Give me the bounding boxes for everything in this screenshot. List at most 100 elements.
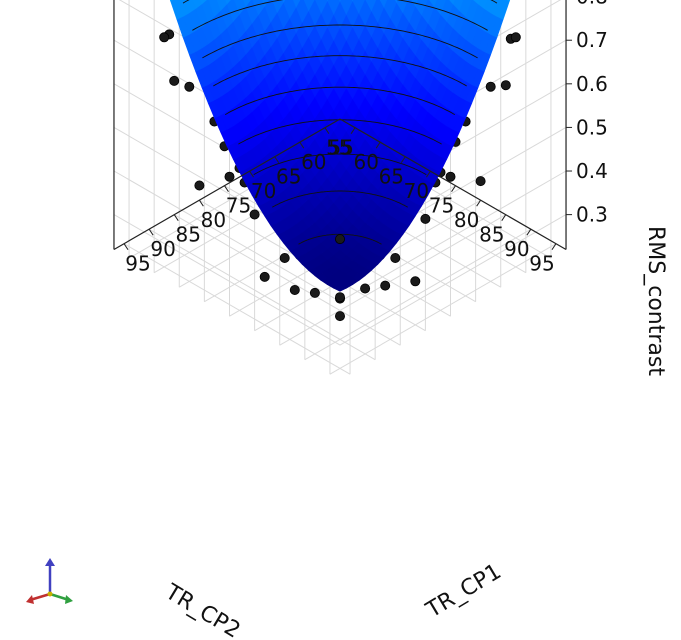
surface-patch [292,0,301,8]
surface-patch [507,0,511,2]
x-axis-line [113,118,341,251]
data-point [249,209,260,220]
surface-patch [379,0,388,8]
y-tick-mark [324,127,330,134]
y-tick-label: 60 [301,150,326,174]
y-tick-mark [173,214,179,221]
points-above-surface [334,234,345,245]
y-axis-label: TR_CP1 [421,559,505,623]
data-point [475,176,486,187]
surface-patch [272,0,284,14]
surface-patch [282,0,286,3]
grid-line [279,214,507,346]
contour-line [224,86,456,115]
tick-labels: 55606570758085909595908580757065605510.9… [123,0,608,276]
y-tick-mark [148,228,154,236]
x-tick-mark [551,243,557,250]
contour-line [192,0,488,31]
surface-patch [449,0,455,5]
data-point [194,180,205,191]
surface-patch [243,0,251,8]
data-point [159,32,170,43]
data-point [224,171,235,182]
data-point [500,80,511,91]
surface-patch [394,0,398,3]
y-tick-label: 65 [276,165,301,189]
contour-line [213,55,467,87]
surface-patch [396,0,408,14]
x-tick-label: 85 [479,223,504,247]
x-tick-mark [375,141,381,149]
x-tick-mark [400,156,406,163]
y-tick-label: 85 [175,223,200,247]
surface-patch [477,0,488,10]
x-tick-label: 55 [328,136,353,160]
surface-patch [192,0,203,10]
surface-patch [352,0,354,2]
y-tick-label: 90 [150,237,175,261]
surface-patch [225,0,231,5]
data-point [510,32,521,43]
y-tick-label: 80 [201,208,226,232]
surface-patch [352,0,365,14]
x-tick-mark [526,228,532,236]
data-point [390,252,401,263]
y-tick-label: 70 [251,179,276,203]
data-point [309,287,320,298]
data-point [380,280,391,291]
x-tick-label: 80 [454,208,479,232]
surface-patch [365,0,377,12]
axis-box-edges [113,0,567,251]
y-tick-label: 55 [326,136,351,160]
z-tick-label: 0.7 [576,28,608,52]
surface-patch [315,0,328,14]
data-point [289,284,300,295]
grid-line [329,243,557,375]
data-point [334,292,345,303]
data-point [169,75,180,86]
data-point [485,81,496,92]
z-tick-label: 0.3 [576,203,608,227]
surface-patch [216,0,228,12]
x-tick-label: 60 [353,150,378,174]
x-tick-mark [350,127,356,134]
surface-patch [326,0,328,2]
orientation-triad-icon [26,558,73,604]
x-tick-mark [476,199,482,207]
x-tick-label: 70 [404,179,429,203]
data-point [279,252,290,263]
z-tick-label: 0.4 [576,159,608,183]
z-tick-label: 0.5 [576,115,608,139]
surface-patch [200,0,207,5]
contour-lines [182,0,498,245]
y-tick-mark [123,243,129,250]
surface-patch [303,0,315,12]
contour-line [238,119,442,145]
contour-line [202,24,478,59]
surface-patch [429,0,437,8]
z-axis-label: RMS_contrast [643,226,668,376]
surface-patch [473,0,480,5]
grid-line [173,214,401,346]
x-tick-label: 75 [429,194,454,218]
z-tick-label: 0.6 [576,72,608,96]
y-tick-mark [198,199,204,207]
grid-line [304,228,532,361]
y-tick-mark [299,141,305,149]
y-tick-label: 75 [226,194,251,218]
x-tick-mark [425,170,431,178]
contour-line [272,190,408,208]
surface-patch [339,0,341,2]
y-tick-label: 95 [125,252,150,276]
grid-line [123,243,351,375]
contour-line [253,153,427,176]
x-tick-mark [501,214,507,221]
data-point [259,271,270,282]
data-point [334,234,345,245]
data-point [445,171,456,182]
z-tick-label: 0.8 [576,0,608,9]
data-point [184,81,195,92]
x-axis-label: TR_CP2 [160,579,244,640]
data-point [420,213,431,224]
